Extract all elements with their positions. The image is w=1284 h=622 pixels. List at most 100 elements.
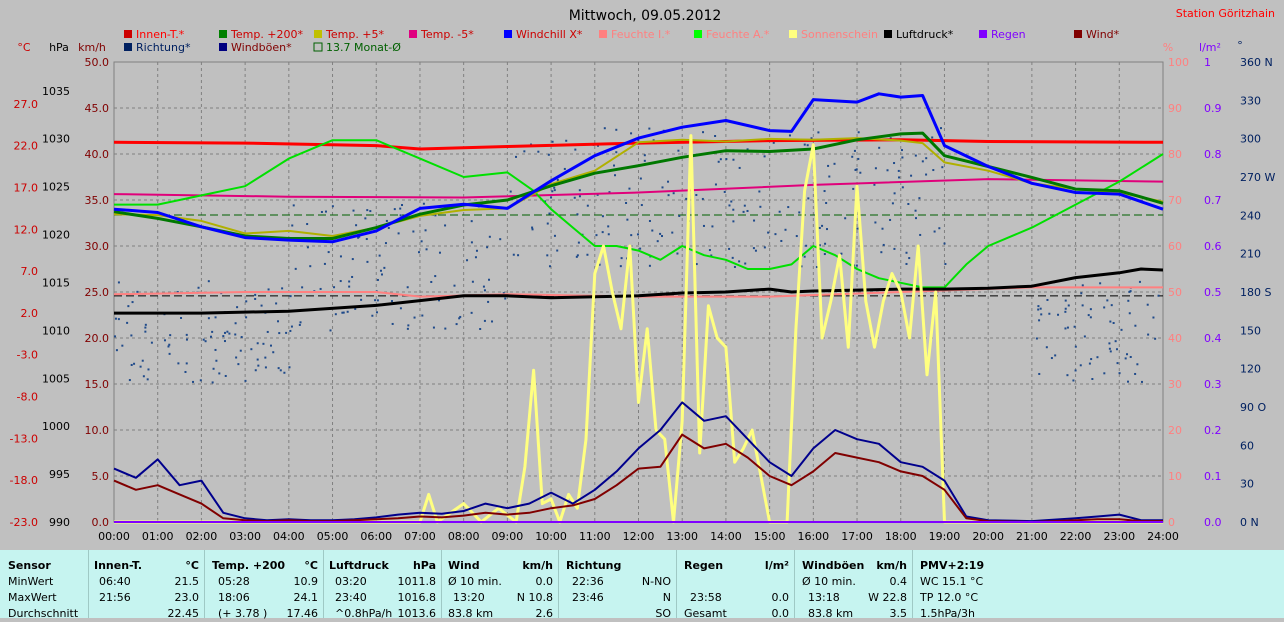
wind-direction-dot [531, 228, 534, 231]
wind-direction-dot [499, 238, 502, 241]
wind-min-value: 0.0 [535, 575, 554, 588]
wind-direction-dot [598, 263, 601, 266]
wind-direction-dot [874, 221, 877, 224]
summary-table: Sensor MinWert MaxWert Durchschnitt Inne… [0, 550, 1284, 620]
wind-direction-dot [371, 314, 374, 317]
wind-direction-dot [1046, 298, 1049, 301]
wind-direction-dot [711, 225, 714, 228]
wind-direction-dot [597, 144, 600, 147]
legend-swatch [313, 42, 323, 52]
wind-direction-dot [180, 316, 183, 319]
wind-direction-dot [1154, 337, 1157, 340]
regen-max-value: 0.0 [771, 591, 790, 604]
row-label-avg: Durchschnitt [8, 607, 79, 620]
wind-direction-dot [944, 262, 947, 265]
x-tick-label: 02:00 [186, 530, 218, 543]
wind-direction-dot [358, 235, 361, 238]
wind-direction-dots [114, 127, 1160, 384]
wind-direction-dot [925, 157, 928, 160]
pmv-windchill: WC 15.1 °C [920, 575, 984, 588]
wind-direction-dot [759, 205, 762, 208]
legend-swatch [599, 30, 607, 38]
series-line-temp-5- [113, 178, 1164, 199]
tick-label-deg: 150 [1240, 324, 1261, 337]
wind-direction-dot [323, 262, 326, 265]
legend-swatch [219, 30, 227, 38]
wind-direction-dot [283, 371, 286, 374]
x-tick-label: 19:00 [929, 530, 961, 543]
tick-label-kmh: 25.0 [85, 286, 110, 299]
x-tick-label: 05:00 [317, 530, 349, 543]
wind-direction-dot [509, 190, 512, 193]
wind-direction-dot [1050, 357, 1053, 360]
x-tick-label: 18:00 [885, 530, 917, 543]
wind-direction-dot [851, 155, 854, 158]
wind-direction-dot [299, 321, 302, 324]
tick-label-kmh: 50.0 [85, 56, 110, 69]
wind-direction-dot [163, 339, 166, 342]
tick-label-kmh: 40.0 [85, 148, 110, 161]
x-tick-label: 07:00 [404, 530, 436, 543]
tick-label-rain: 0.5 [1204, 286, 1222, 299]
richtung-max-time: 23:46 [572, 591, 604, 604]
druck-min-value: 1011.8 [397, 575, 437, 588]
wind-direction-dot [893, 247, 896, 250]
wind-direction-dot [603, 127, 606, 130]
tick-label-percent: 20 [1168, 424, 1182, 437]
wind-direction-dot [387, 226, 390, 229]
wind-direction-dot [453, 284, 456, 287]
wind-direction-dot [640, 204, 643, 207]
wind-direction-dot [1037, 308, 1040, 311]
wind-direction-dot [827, 164, 830, 167]
x-tick-label: 06:00 [360, 530, 392, 543]
wind-direction-dot [677, 149, 680, 152]
wind-direction-dot [774, 233, 777, 236]
wind-direction-dot [931, 136, 934, 139]
wind-direction-dot [898, 176, 901, 179]
wind-avg-value: 2.6 [535, 607, 554, 620]
wind-direction-dot [874, 167, 877, 170]
wind-direction-dot [1109, 320, 1112, 323]
wind-min-time: Ø 10 min. [448, 575, 502, 588]
hdr-regen: Regen [684, 559, 724, 572]
wind-direction-dot [648, 127, 651, 130]
richtung-min-value: N-NO [641, 575, 671, 588]
wind-direction-dot [130, 363, 133, 366]
legend-label: Regen [991, 28, 1026, 41]
tick-label-celsius: 2.0 [21, 307, 39, 320]
tick-label-hpa: 995 [49, 468, 70, 481]
wind-direction-dot [390, 300, 393, 303]
tick-label-percent: 0 [1168, 516, 1175, 529]
series-line-luftdruck- [114, 267, 1164, 315]
wind-direction-dot [1126, 380, 1129, 383]
wind-direction-dot [857, 131, 860, 134]
wind-direction-dot [319, 287, 322, 290]
wind-direction-dot [483, 289, 486, 292]
wind-direction-dot [882, 243, 885, 246]
wind-direction-dot [1035, 337, 1038, 340]
wind-direction-dot [342, 311, 345, 314]
wind-direction-dot [376, 278, 379, 281]
wind-direction-dot [130, 334, 133, 337]
wind-direction-dot [639, 247, 642, 250]
wind-direction-dot [1127, 299, 1130, 302]
wind-direction-dot [378, 254, 381, 257]
wind-direction-dot [574, 148, 577, 151]
series-line-wind- [113, 433, 1163, 523]
tick-label-deg: 180 S [1240, 286, 1271, 299]
wind-direction-dot [614, 174, 617, 177]
col-innen: Innen-T. °C 06:40 21.5 21:56 23.0 22.45 [89, 550, 205, 620]
wind-direction-dot [523, 150, 526, 153]
wind-direction-dot [266, 330, 269, 333]
wind-direction-dot [852, 187, 855, 190]
wind-direction-dot [1103, 372, 1106, 375]
wind-direction-dot [1037, 305, 1040, 308]
wind-direction-dot [695, 193, 698, 196]
wind-direction-dot [434, 214, 437, 217]
tick-label-rain: 0.7 [1204, 194, 1222, 207]
wind-direction-dot [1057, 313, 1060, 316]
tick-label-rain: 0.2 [1204, 424, 1222, 437]
wind-direction-dot [366, 260, 369, 263]
boeen-min-value: 0.4 [889, 575, 908, 588]
wind-direction-dot [139, 365, 142, 368]
